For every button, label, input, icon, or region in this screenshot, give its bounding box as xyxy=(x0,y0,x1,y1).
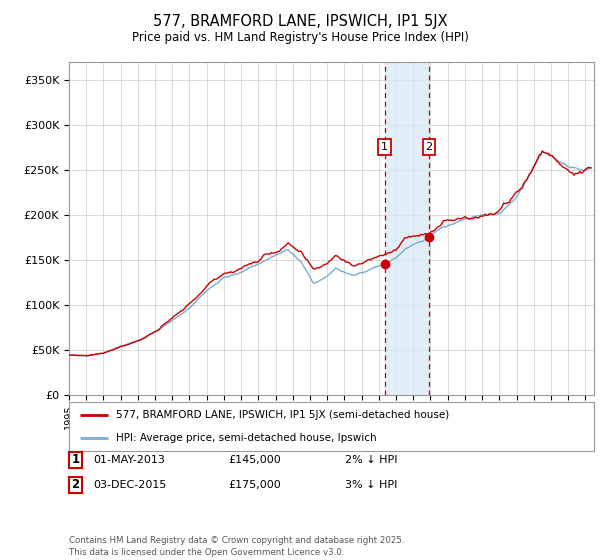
Text: 577, BRAMFORD LANE, IPSWICH, IP1 5JX (semi-detached house): 577, BRAMFORD LANE, IPSWICH, IP1 5JX (se… xyxy=(116,410,449,421)
Text: 03-DEC-2015: 03-DEC-2015 xyxy=(93,480,166,490)
Text: Price paid vs. HM Land Registry's House Price Index (HPI): Price paid vs. HM Land Registry's House … xyxy=(131,31,469,44)
Text: 2: 2 xyxy=(425,142,433,152)
Bar xyxy=(385,62,429,395)
Text: 01-MAY-2013: 01-MAY-2013 xyxy=(93,455,165,465)
Text: 2: 2 xyxy=(71,478,80,492)
Text: £145,000: £145,000 xyxy=(228,455,281,465)
Text: 2% ↓ HPI: 2% ↓ HPI xyxy=(345,455,398,465)
Text: Contains HM Land Registry data © Crown copyright and database right 2025.
This d: Contains HM Land Registry data © Crown c… xyxy=(69,536,404,557)
Text: HPI: Average price, semi-detached house, Ipswich: HPI: Average price, semi-detached house,… xyxy=(116,433,377,443)
Text: 577, BRAMFORD LANE, IPSWICH, IP1 5JX: 577, BRAMFORD LANE, IPSWICH, IP1 5JX xyxy=(152,14,448,29)
Text: 3% ↓ HPI: 3% ↓ HPI xyxy=(345,480,397,490)
Text: 1: 1 xyxy=(381,142,388,152)
Text: 1: 1 xyxy=(71,453,80,466)
Text: £175,000: £175,000 xyxy=(228,480,281,490)
